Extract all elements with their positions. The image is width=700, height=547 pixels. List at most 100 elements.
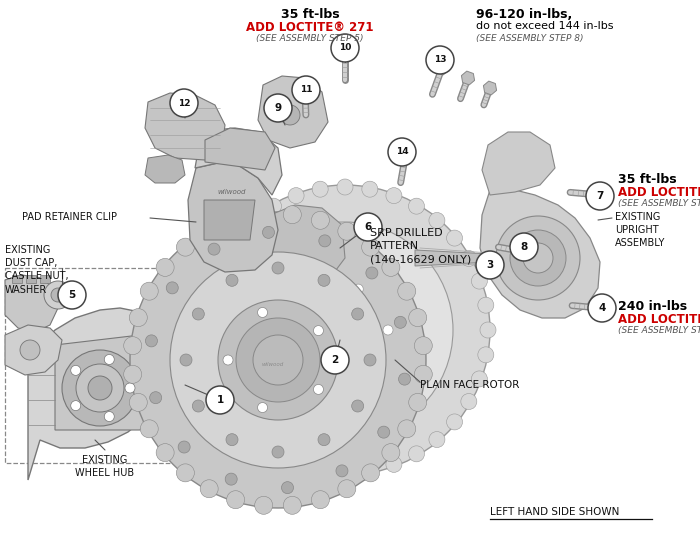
Circle shape <box>253 335 303 385</box>
Polygon shape <box>145 93 225 160</box>
Circle shape <box>58 281 86 309</box>
Circle shape <box>429 432 445 447</box>
Text: EXISTING
UPRIGHT
ASSEMBLY: EXISTING UPRIGHT ASSEMBLY <box>615 212 666 248</box>
Polygon shape <box>40 275 50 283</box>
Circle shape <box>228 414 244 430</box>
Circle shape <box>227 491 244 509</box>
Text: ADD LOCTITE® 271: ADD LOCTITE® 271 <box>246 21 374 34</box>
Circle shape <box>130 393 147 411</box>
Circle shape <box>461 393 477 410</box>
Circle shape <box>414 365 433 383</box>
Circle shape <box>318 434 330 446</box>
Circle shape <box>496 216 580 300</box>
Polygon shape <box>28 308 172 480</box>
Text: ADD LOCTITE® 271: ADD LOCTITE® 271 <box>618 313 700 326</box>
Circle shape <box>398 282 416 300</box>
Circle shape <box>305 350 315 360</box>
Circle shape <box>409 309 427 327</box>
Circle shape <box>223 355 233 365</box>
Circle shape <box>226 275 238 286</box>
Circle shape <box>51 288 65 302</box>
Circle shape <box>272 262 284 274</box>
Circle shape <box>336 465 348 477</box>
Circle shape <box>510 233 538 261</box>
Text: wilwood: wilwood <box>262 363 284 368</box>
Text: EXISTING
DUST CAP,
CASTLE NUT,
WASHER: EXISTING DUST CAP, CASTLE NUT, WASHER <box>5 245 69 295</box>
Text: (SEE ASSEMBLY STEP 5): (SEE ASSEMBLY STEP 5) <box>256 34 364 43</box>
Circle shape <box>364 354 376 366</box>
Text: 11: 11 <box>300 85 312 95</box>
Circle shape <box>284 496 301 514</box>
Circle shape <box>214 251 229 266</box>
Polygon shape <box>188 163 278 272</box>
Circle shape <box>409 446 424 462</box>
Text: wilwood: wilwood <box>218 189 246 195</box>
Circle shape <box>193 308 204 320</box>
Circle shape <box>338 480 356 498</box>
Text: 7: 7 <box>596 191 603 201</box>
Circle shape <box>478 347 493 363</box>
Text: 3: 3 <box>486 260 493 270</box>
Circle shape <box>426 46 454 74</box>
Text: (SEE ASSEMBLY STEP 4): (SEE ASSEMBLY STEP 4) <box>618 199 700 208</box>
Circle shape <box>461 251 477 266</box>
Circle shape <box>284 206 301 224</box>
Text: 240 in-lbs: 240 in-lbs <box>618 300 687 313</box>
Circle shape <box>196 297 212 313</box>
Polygon shape <box>398 152 412 165</box>
Polygon shape <box>519 245 533 259</box>
Circle shape <box>586 182 614 210</box>
Polygon shape <box>55 335 155 430</box>
Circle shape <box>337 179 353 195</box>
Circle shape <box>310 295 380 365</box>
Circle shape <box>200 480 218 498</box>
Circle shape <box>140 282 158 300</box>
Circle shape <box>62 350 138 426</box>
Circle shape <box>245 432 261 447</box>
Circle shape <box>362 238 379 256</box>
Text: 5: 5 <box>69 290 76 300</box>
Circle shape <box>293 278 397 382</box>
Circle shape <box>225 473 237 485</box>
Polygon shape <box>594 188 606 202</box>
Text: (SEE ASSEMBLY STEP 2): (SEE ASSEMBLY STEP 2) <box>618 326 700 335</box>
Circle shape <box>280 105 300 125</box>
Circle shape <box>409 198 424 214</box>
Text: 4: 4 <box>598 303 606 313</box>
Circle shape <box>20 340 40 360</box>
Circle shape <box>176 238 195 256</box>
Circle shape <box>351 308 364 320</box>
Circle shape <box>236 318 320 402</box>
Circle shape <box>206 386 234 414</box>
Text: ADD LOCTITE® 271: ADD LOCTITE® 271 <box>618 186 700 199</box>
Circle shape <box>202 371 218 387</box>
Circle shape <box>265 198 281 214</box>
Text: 14: 14 <box>395 148 408 156</box>
Text: 13: 13 <box>434 55 447 65</box>
Circle shape <box>130 309 147 327</box>
Polygon shape <box>12 275 22 283</box>
Circle shape <box>178 441 190 453</box>
Circle shape <box>362 463 378 479</box>
Circle shape <box>245 212 261 229</box>
Circle shape <box>398 420 416 438</box>
Polygon shape <box>145 155 185 183</box>
Circle shape <box>351 400 364 412</box>
Polygon shape <box>5 275 58 332</box>
Circle shape <box>237 222 453 438</box>
Circle shape <box>366 267 378 279</box>
Circle shape <box>76 364 124 412</box>
Circle shape <box>214 393 229 410</box>
Polygon shape <box>482 132 555 195</box>
Text: 35 ft-lbs: 35 ft-lbs <box>618 173 677 186</box>
Circle shape <box>124 337 141 354</box>
Circle shape <box>382 444 400 462</box>
Polygon shape <box>195 128 282 195</box>
Polygon shape <box>415 250 496 266</box>
Circle shape <box>208 243 220 255</box>
Text: do not exceed 144 in-lbs: do not exceed 144 in-lbs <box>476 21 613 31</box>
Text: PLAIN FACE ROTOR: PLAIN FACE ROTOR <box>420 380 519 390</box>
Circle shape <box>354 366 363 376</box>
Circle shape <box>362 464 379 482</box>
Circle shape <box>255 496 273 514</box>
